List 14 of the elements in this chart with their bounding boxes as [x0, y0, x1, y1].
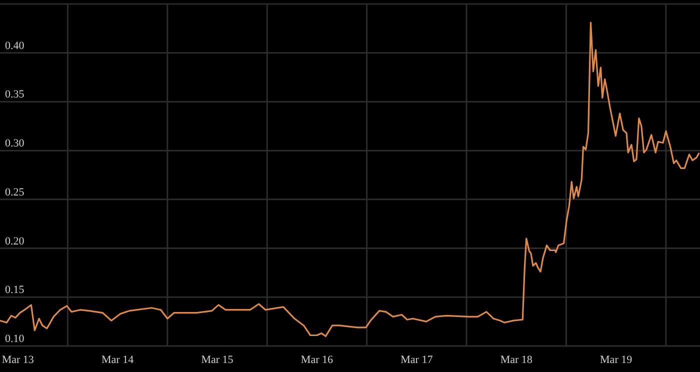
- x-tick-label: Mar 17: [400, 354, 434, 366]
- y-tick-label: 0.35: [5, 88, 25, 101]
- x-tick-label: Mar 13: [2, 354, 34, 366]
- x-tick-label: Mar 14: [102, 354, 134, 366]
- y-tick-label: 0.40: [5, 40, 25, 52]
- y-tick-label: 0.25: [5, 186, 25, 198]
- y-tick-label: 0.10: [5, 333, 25, 345]
- y-tick-label: 0.15: [5, 284, 25, 296]
- y-tick-label: 0.20: [5, 235, 25, 248]
- x-tick-label: Mar 16: [300, 354, 334, 366]
- x-tick-label: Mar 18: [500, 354, 533, 366]
- x-tick-label: Mar 15: [201, 354, 234, 366]
- y-tick-label: 0.30: [5, 138, 25, 150]
- x-tick-label: Mar 19: [600, 354, 633, 366]
